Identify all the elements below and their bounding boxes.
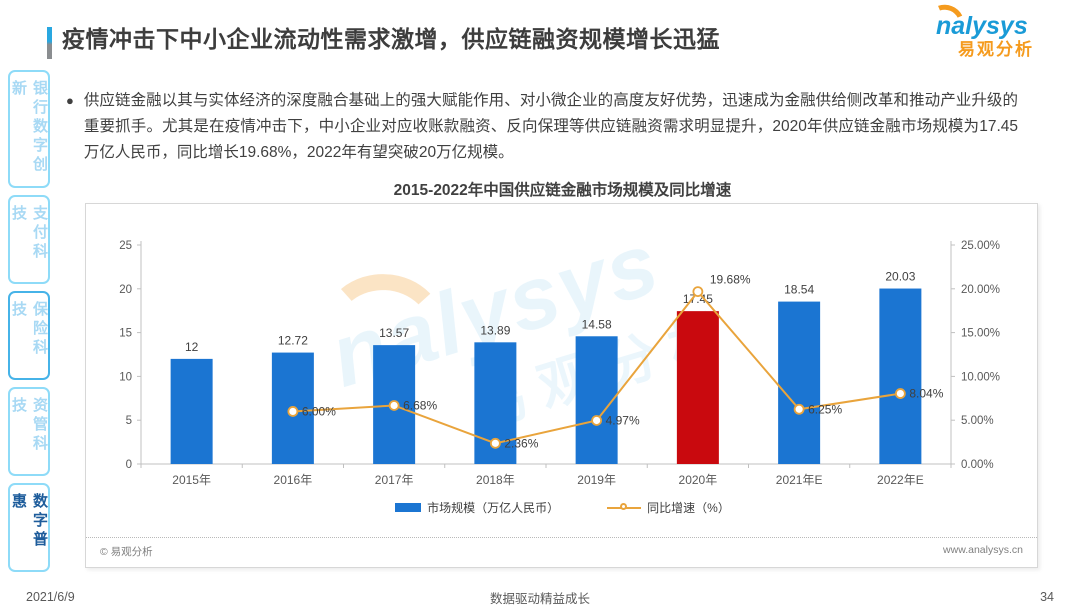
chart-footer: © 易观分析 www.analysys.cn bbox=[86, 537, 1037, 567]
bar-2020年 bbox=[676, 311, 719, 464]
line-marker bbox=[388, 400, 400, 411]
bar-value-label: 12.72 bbox=[278, 334, 308, 348]
line-marker bbox=[489, 437, 501, 449]
copyright-text: © 易观分析 bbox=[100, 546, 153, 558]
left-axis-label: 25 bbox=[119, 240, 132, 252]
right-axis-label: 15.00% bbox=[961, 328, 1000, 340]
sidebar-item-insurance-tech[interactable]: 保险科技 bbox=[8, 291, 50, 380]
growth-value-label: 8.04% bbox=[909, 387, 943, 401]
x-category-label: 2019年 bbox=[577, 473, 616, 487]
x-category-label: 2022年E bbox=[877, 473, 924, 487]
chart-legend: 市场规模（万亿人民币） 同比增速（%） bbox=[86, 499, 1039, 516]
legend-label-market-scale: 市场规模（万亿人民币） bbox=[427, 501, 560, 515]
bar-value-label: 14.58 bbox=[582, 317, 612, 331]
combo-chart: 0 5 10 15 20 25 0.00% 5.00% 10.00% 15.00% 20.00% 25… bbox=[119, 240, 1000, 487]
line-marker bbox=[793, 403, 805, 415]
page-footer: 2021/6/9 数据驱动精益成长 34 bbox=[0, 590, 1080, 606]
growth-value-label: 6.68% bbox=[403, 398, 437, 412]
left-axis-label: 15 bbox=[119, 328, 132, 340]
bar-2022年E bbox=[879, 288, 922, 464]
right-axis-label: 0.00% bbox=[961, 459, 994, 471]
bar-value-label: 12 bbox=[185, 340, 199, 354]
x-category-label: 2020年 bbox=[679, 473, 718, 487]
legend-label-yoy-growth: 同比增速（%） bbox=[647, 501, 730, 515]
logo-en-text: nalysys bbox=[936, 12, 1028, 40]
x-category-label: 2017年 bbox=[375, 473, 414, 487]
legend-item-yoy-growth: 同比增速（%） bbox=[607, 499, 730, 516]
analysys-logo: nalysys 易观分析 bbox=[923, 0, 1066, 59]
website-link[interactable]: www.analysys.cn bbox=[943, 544, 1023, 556]
summary-paragraph: ● 供应链金融以其与实体经济的深度融合基础上的强大赋能作用、对小微企业的高度友好… bbox=[66, 88, 1018, 166]
sidebar-item-bank-digital-innovation[interactable]: 银行数字创新 bbox=[8, 70, 50, 188]
line-marker bbox=[692, 286, 704, 298]
growth-value-label: 6.25% bbox=[808, 402, 842, 416]
growth-value-label: 2.36% bbox=[504, 436, 538, 450]
right-axis-label: 25.00% bbox=[961, 240, 1000, 252]
chart-container: nalysys 易观分析 05101520250.00%5.00%10.00%1… bbox=[85, 203, 1038, 568]
left-axis-label: 10 bbox=[119, 371, 132, 383]
bar-value-label: 13.57 bbox=[379, 326, 409, 340]
footer-date: 2021/6/9 bbox=[26, 590, 75, 604]
chart-title: 2015-2022年中国供应链金融市场规模及同比增速 bbox=[393, 182, 732, 199]
footer-slogan: 数据驱动精益成长 bbox=[489, 591, 590, 606]
page-title: 疫情冲击下中小企业流动性需求激增，供应链融资规模增长迅猛 bbox=[62, 26, 720, 52]
bar-2015年 bbox=[170, 358, 213, 464]
bar-2019年 bbox=[575, 336, 618, 464]
line-marker bbox=[287, 406, 299, 417]
line-marker-icon bbox=[620, 503, 628, 510]
sidebar-item-payment-tech[interactable]: 支付科技 bbox=[8, 195, 50, 284]
bar-value-label: 20.03 bbox=[885, 270, 915, 284]
summary-text: 供应链金融以其与实体经济的深度融合基础上的强大赋能作用、对小微企业的高度友好优势… bbox=[83, 92, 1018, 161]
right-axis-label: 10.00% bbox=[961, 371, 1000, 383]
bullet-icon: ● bbox=[66, 93, 74, 108]
growth-value-label: 6.00% bbox=[302, 404, 336, 418]
right-axis-label: 20.00% bbox=[961, 284, 1000, 296]
growth-value-label: 4.97% bbox=[606, 413, 640, 427]
x-category-label: 2015年 bbox=[172, 473, 211, 487]
left-axis-label: 0 bbox=[126, 459, 132, 471]
line-marker bbox=[591, 415, 603, 426]
left-axis-label: 5 bbox=[126, 415, 132, 427]
x-category-label: 2018年 bbox=[476, 473, 515, 487]
sidebar-item-asset-mgmt-tech[interactable]: 资管科技 bbox=[8, 387, 50, 476]
right-axis-label: 5.00% bbox=[961, 415, 994, 427]
logo-cn-text: 易观分析 bbox=[958, 40, 1034, 59]
bar-2021年E bbox=[778, 301, 821, 464]
bar-series-swatch bbox=[395, 503, 422, 512]
bar-value-label: 13.89 bbox=[480, 323, 510, 337]
title-accent-bar bbox=[47, 27, 52, 59]
sidebar: 银行数字创新 支付科技 保险科技 资管科技 数字普惠 bbox=[8, 70, 52, 572]
logo-wordmark: nalysys bbox=[923, 0, 1028, 43]
footer-page-number: 34 bbox=[1040, 590, 1054, 604]
x-category-label: 2021年E bbox=[776, 473, 823, 487]
left-axis-label: 20 bbox=[119, 284, 132, 296]
sidebar-item-digital-inclusion[interactable]: 数字普惠 bbox=[8, 483, 50, 572]
bar-value-label: 18.54 bbox=[784, 283, 814, 297]
growth-value-label: 19.68% bbox=[710, 273, 751, 287]
line-series-swatch bbox=[607, 503, 642, 510]
legend-item-market-scale: 市场规模（万亿人民币） bbox=[395, 499, 559, 516]
line-marker bbox=[894, 388, 906, 399]
header: 疫情冲击下中小企业流动性需求激增，供应链融资规模增长迅猛 bbox=[47, 24, 720, 59]
x-category-label: 2016年 bbox=[274, 473, 313, 487]
